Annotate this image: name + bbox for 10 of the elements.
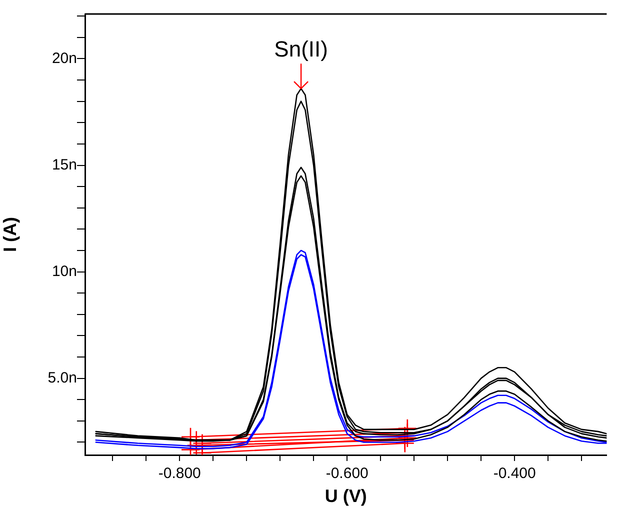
y-tick-label: 15n bbox=[52, 156, 77, 174]
x-tick-label: -0.800 bbox=[158, 465, 201, 482]
x-axis-title: U (V) bbox=[324, 486, 367, 506]
annotation: Sn(II) bbox=[274, 36, 328, 62]
y-tick-label: 10n bbox=[52, 262, 77, 280]
x-tick-label: -0.400 bbox=[493, 465, 536, 482]
y-tick-label: 5.0n bbox=[48, 369, 77, 386]
y-tick-label: 20n bbox=[52, 50, 77, 67]
y-axis-title: I (A) bbox=[0, 217, 20, 252]
x-tick-label: -0.600 bbox=[326, 465, 368, 482]
